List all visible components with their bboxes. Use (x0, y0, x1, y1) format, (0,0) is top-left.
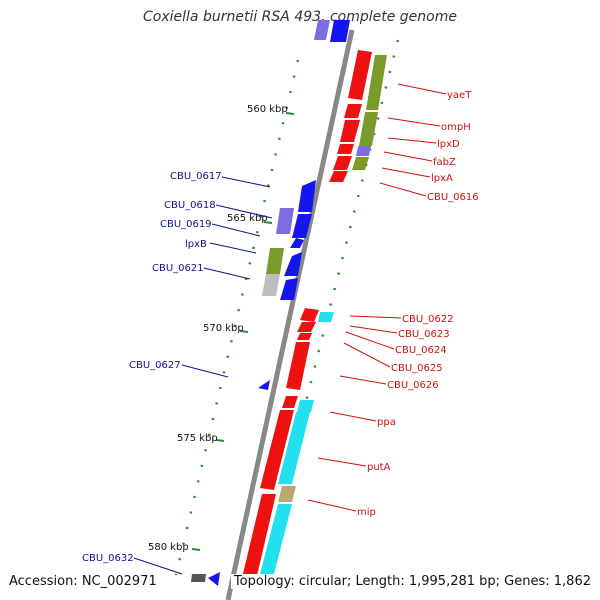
gene-mip-domain[interactable] (278, 486, 296, 502)
label-lpxB[interactable]: lpxB (185, 239, 207, 250)
scale-label-560: 560 kbp (247, 104, 288, 115)
label-CBU_0618[interactable]: CBU_0618 (164, 200, 216, 211)
gene-fabZ-domain[interactable] (356, 146, 371, 156)
label-CBU_0632[interactable]: CBU_0632 (82, 553, 134, 564)
gene-CBU_0621-domain-grey[interactable] (262, 274, 280, 296)
label-ompH[interactable]: ompH (441, 122, 471, 133)
label-CBU_0625[interactable]: CBU_0625 (391, 363, 443, 374)
label-CBU_0622[interactable]: CBU_0622 (402, 314, 454, 325)
gene-lpxD-domain[interactable] (359, 112, 378, 146)
gene-ompH[interactable] (344, 104, 362, 118)
gene-CBU_0618[interactable] (276, 208, 294, 234)
scale-tick-575: 575 kbp (177, 433, 225, 444)
scale-label-570: 570 kbp (203, 323, 244, 334)
label-putA[interactable]: putA (367, 462, 391, 473)
label-CBU_0627[interactable]: CBU_0627 (129, 360, 181, 371)
genome-stats-text: Topology: circular; Length: 1,995,281 bp… (230, 574, 591, 589)
gene-CBU_0626[interactable] (286, 342, 310, 390)
scale-tick-580: 580 kbp (148, 542, 201, 553)
genome-backbone (225, 29, 355, 600)
gene-top-violet[interactable] (314, 20, 330, 40)
label-CBU_0619[interactable]: CBU_0619 (160, 219, 212, 230)
label-yaeT[interactable]: yaeT (447, 90, 472, 101)
map-title: Coxiella burnetii RSA 493, complete geno… (143, 9, 457, 25)
gene-ppa[interactable] (282, 396, 298, 408)
label-CBU_0623[interactable]: CBU_0623 (398, 329, 450, 340)
gene-lpxA[interactable] (333, 156, 352, 170)
gene-CBU_0619[interactable] (292, 214, 312, 238)
gene-top-blue[interactable] (330, 20, 350, 42)
forward-leaders (307, 83, 447, 512)
gene-lpxD[interactable] (340, 120, 360, 142)
label-lpxD[interactable]: lpxD (437, 139, 460, 150)
gene-fabZ[interactable] (337, 144, 354, 154)
gene-CBU_0632-grey[interactable] (191, 574, 206, 582)
reverse-leaders (133, 176, 273, 575)
gene-putA[interactable] (260, 410, 294, 490)
gene-putA-domain[interactable] (278, 412, 310, 484)
gene-lpxB[interactable] (290, 238, 304, 248)
scale-tick-560: 560 kbp (247, 104, 295, 115)
gene-CBU_0632[interactable] (208, 572, 220, 586)
accession-text: Accession: NC_002971 (9, 574, 157, 589)
label-mip[interactable]: mip (357, 507, 376, 518)
scale-tick-565: 565 kbp (227, 213, 273, 224)
label-CBU_0621[interactable]: CBU_0621 (152, 263, 204, 274)
scale-label-580: 580 kbp (148, 542, 189, 553)
label-CBU_0616[interactable]: CBU_0616 (427, 192, 479, 203)
label-lpxA[interactable]: lpxA (431, 173, 453, 184)
gene-CBU_0627[interactable] (258, 380, 270, 390)
scale-label-575: 575 kbp (177, 433, 218, 444)
scale-tick-570: 570 kbp (203, 323, 249, 334)
label-ppa[interactable]: ppa (377, 417, 396, 428)
gene-ppa-domain[interactable] (297, 400, 314, 412)
gene-CBU_0621-domain-olive[interactable] (266, 248, 284, 274)
gene-CBU_0625[interactable] (297, 333, 312, 340)
scale-label-565: 565 kbp (227, 213, 268, 224)
gene-CBU_0624[interactable] (297, 322, 316, 332)
gene-CBU_0617[interactable] (298, 180, 316, 212)
gene-CBU_0616[interactable] (329, 171, 348, 182)
label-CBU_0624[interactable]: CBU_0624 (395, 345, 447, 356)
gene-yaeT-domain[interactable] (366, 55, 387, 110)
gene-yaeT[interactable] (348, 50, 372, 100)
gene-CBU_0622[interactable] (300, 308, 319, 322)
label-CBU_0626[interactable]: CBU_0626 (387, 380, 439, 391)
gene-CBU_0623[interactable] (318, 312, 334, 322)
label-fabZ[interactable]: fabZ (433, 157, 456, 168)
gene-lpxA-domain[interactable] (352, 157, 369, 170)
label-CBU_0617[interactable]: CBU_0617 (170, 171, 222, 182)
gene-CBU_0621-a[interactable] (284, 252, 302, 276)
gene-mip-cyan[interactable] (258, 504, 292, 582)
gene-CBU_0621-b[interactable] (280, 278, 298, 300)
gene-mip[interactable] (242, 494, 276, 580)
